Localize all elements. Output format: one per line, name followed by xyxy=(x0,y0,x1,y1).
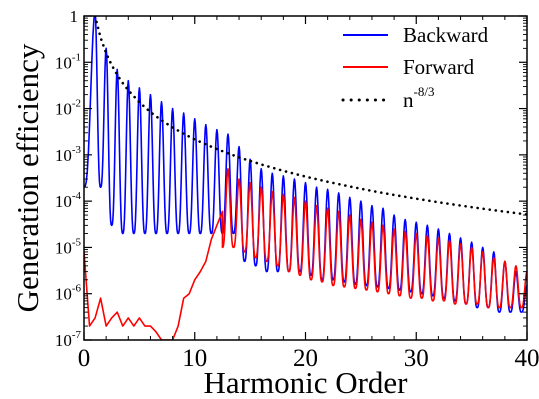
y-tick-label: 10-1 xyxy=(55,51,81,72)
y-tick-label: 10-7 xyxy=(55,329,82,350)
legend-label: Backward xyxy=(403,23,489,47)
x-tick-label: 40 xyxy=(515,345,539,372)
legend-label: Forward xyxy=(403,55,475,79)
legend: Backward Forward n-8/3 xyxy=(341,23,489,112)
y-tick-label: 10-4 xyxy=(55,190,82,211)
x-tick-label: 30 xyxy=(404,345,429,372)
x-tick-label: 10 xyxy=(182,345,207,372)
x-tick-label: 0 xyxy=(78,345,91,372)
series-line-forward xyxy=(84,167,527,340)
x-tick-label: 20 xyxy=(293,345,318,372)
y-tick-label: 1 xyxy=(70,7,79,26)
y-tick-label: 10-3 xyxy=(55,144,82,165)
y-tick-label: 10-2 xyxy=(55,98,81,119)
y-tick-label: 10-5 xyxy=(55,236,82,257)
y-tick-label: 10-6 xyxy=(55,283,82,304)
x-axis-title: Harmonic Order xyxy=(204,365,409,399)
series-line-power-law xyxy=(93,16,527,216)
legend-label: n-8/3 xyxy=(403,84,434,112)
y-axis-title: Generation efficiency xyxy=(10,43,45,312)
